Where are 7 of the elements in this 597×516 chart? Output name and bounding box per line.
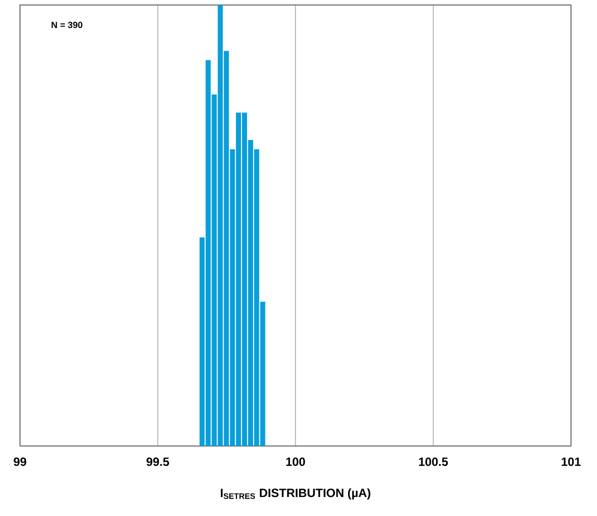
x-tick-label: 100 xyxy=(286,458,305,466)
x-axis-title: I$_{SETRES}$ DISTRIBUTION (µA) xyxy=(220,488,370,500)
annotation: N = 390 xyxy=(52,22,82,28)
x-tick-label: 99 xyxy=(14,458,26,466)
x-tick-label: 99.5 xyxy=(146,458,170,466)
x-tick-label: 101 xyxy=(562,458,581,466)
x-tick-label: 100.5 xyxy=(419,458,448,466)
